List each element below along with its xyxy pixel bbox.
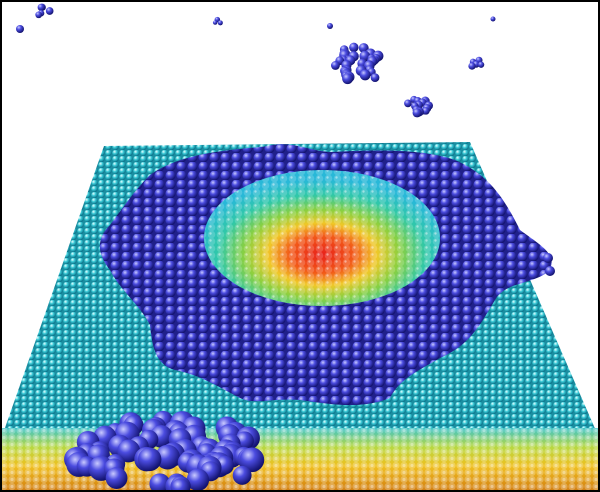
atom — [543, 253, 553, 263]
atom — [35, 11, 42, 18]
atom — [46, 7, 54, 15]
crater-bowl-atoms — [204, 170, 440, 306]
atom — [106, 467, 128, 489]
atom — [413, 108, 422, 117]
atom — [213, 20, 217, 24]
atom — [468, 62, 475, 69]
atom — [360, 70, 371, 81]
atom — [38, 4, 45, 11]
atom — [491, 17, 496, 22]
page: {} — [0, 0, 600, 492]
atom — [371, 73, 380, 82]
atom — [331, 61, 340, 70]
atom — [327, 23, 333, 29]
atom — [233, 466, 252, 485]
atom — [16, 25, 24, 33]
atom — [545, 266, 555, 276]
atom — [404, 100, 412, 108]
scene — [0, 0, 600, 492]
atom — [138, 448, 161, 471]
atom — [218, 20, 223, 25]
atom — [342, 73, 353, 84]
atom — [349, 43, 358, 52]
atom — [478, 62, 484, 68]
